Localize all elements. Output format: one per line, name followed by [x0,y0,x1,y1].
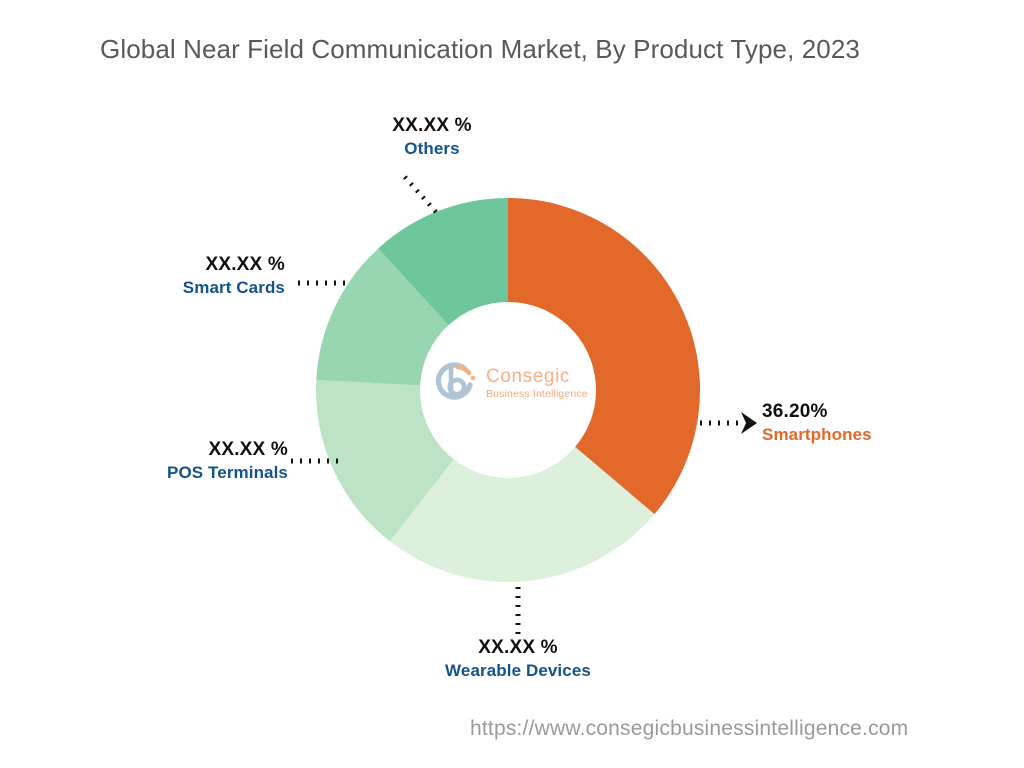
slice-category-smartphones: Smartphones [762,424,872,444]
page-title: Global Near Field Communication Market, … [100,34,860,64]
slice-category-others: Others [404,138,460,158]
slice-value-pos-terminals: XX.XX % [208,439,288,460]
logo-wordmark: Consegic Business Intelligence [486,367,588,400]
consegic-b-mark-icon [432,359,480,407]
slice-label-wearable-devices: XX.XX % Wearable Devices [413,636,623,682]
consegic-logo: Consegic Business Intelligence [432,352,592,414]
slice-label-smartphones: 36.20% Smartphones [762,400,962,446]
source-url: https://www.consegicbusinessintelligence… [470,717,909,740]
donut-slice-smart-cards[interactable] [316,248,449,386]
donut-slice-wearable-devices[interactable] [389,446,655,582]
donut-slice-pos-terminals[interactable] [316,379,454,542]
slice-label-smart-cards: XX.XX % Smart Cards [130,253,285,299]
leader-arrowhead-smartphones [741,412,757,434]
slice-label-others: XX.XX % Others [352,114,512,160]
slice-value-smart-cards: XX.XX % [205,254,285,275]
slice-category-wearable-devices: Wearable Devices [445,660,591,680]
slice-category-pos-terminals: POS Terminals [167,462,288,482]
logo-tagline: Business Intelligence [486,387,588,400]
donut-slices [316,198,700,582]
logo-name: Consegic [486,365,571,387]
donut-slice-smartphones[interactable] [508,198,700,515]
slice-category-smart-cards: Smart Cards [182,277,285,297]
donut-slice-others[interactable] [378,198,508,326]
leader-line-others [402,174,438,214]
slice-value-others: XX.XX % [392,115,472,136]
slice-value-smartphones: 36.20% [762,401,828,422]
slice-label-pos-terminals: XX.XX % POS Terminals [120,438,288,484]
leader-lines [289,174,757,634]
slice-value-wearable-devices: XX.XX % [478,637,558,658]
